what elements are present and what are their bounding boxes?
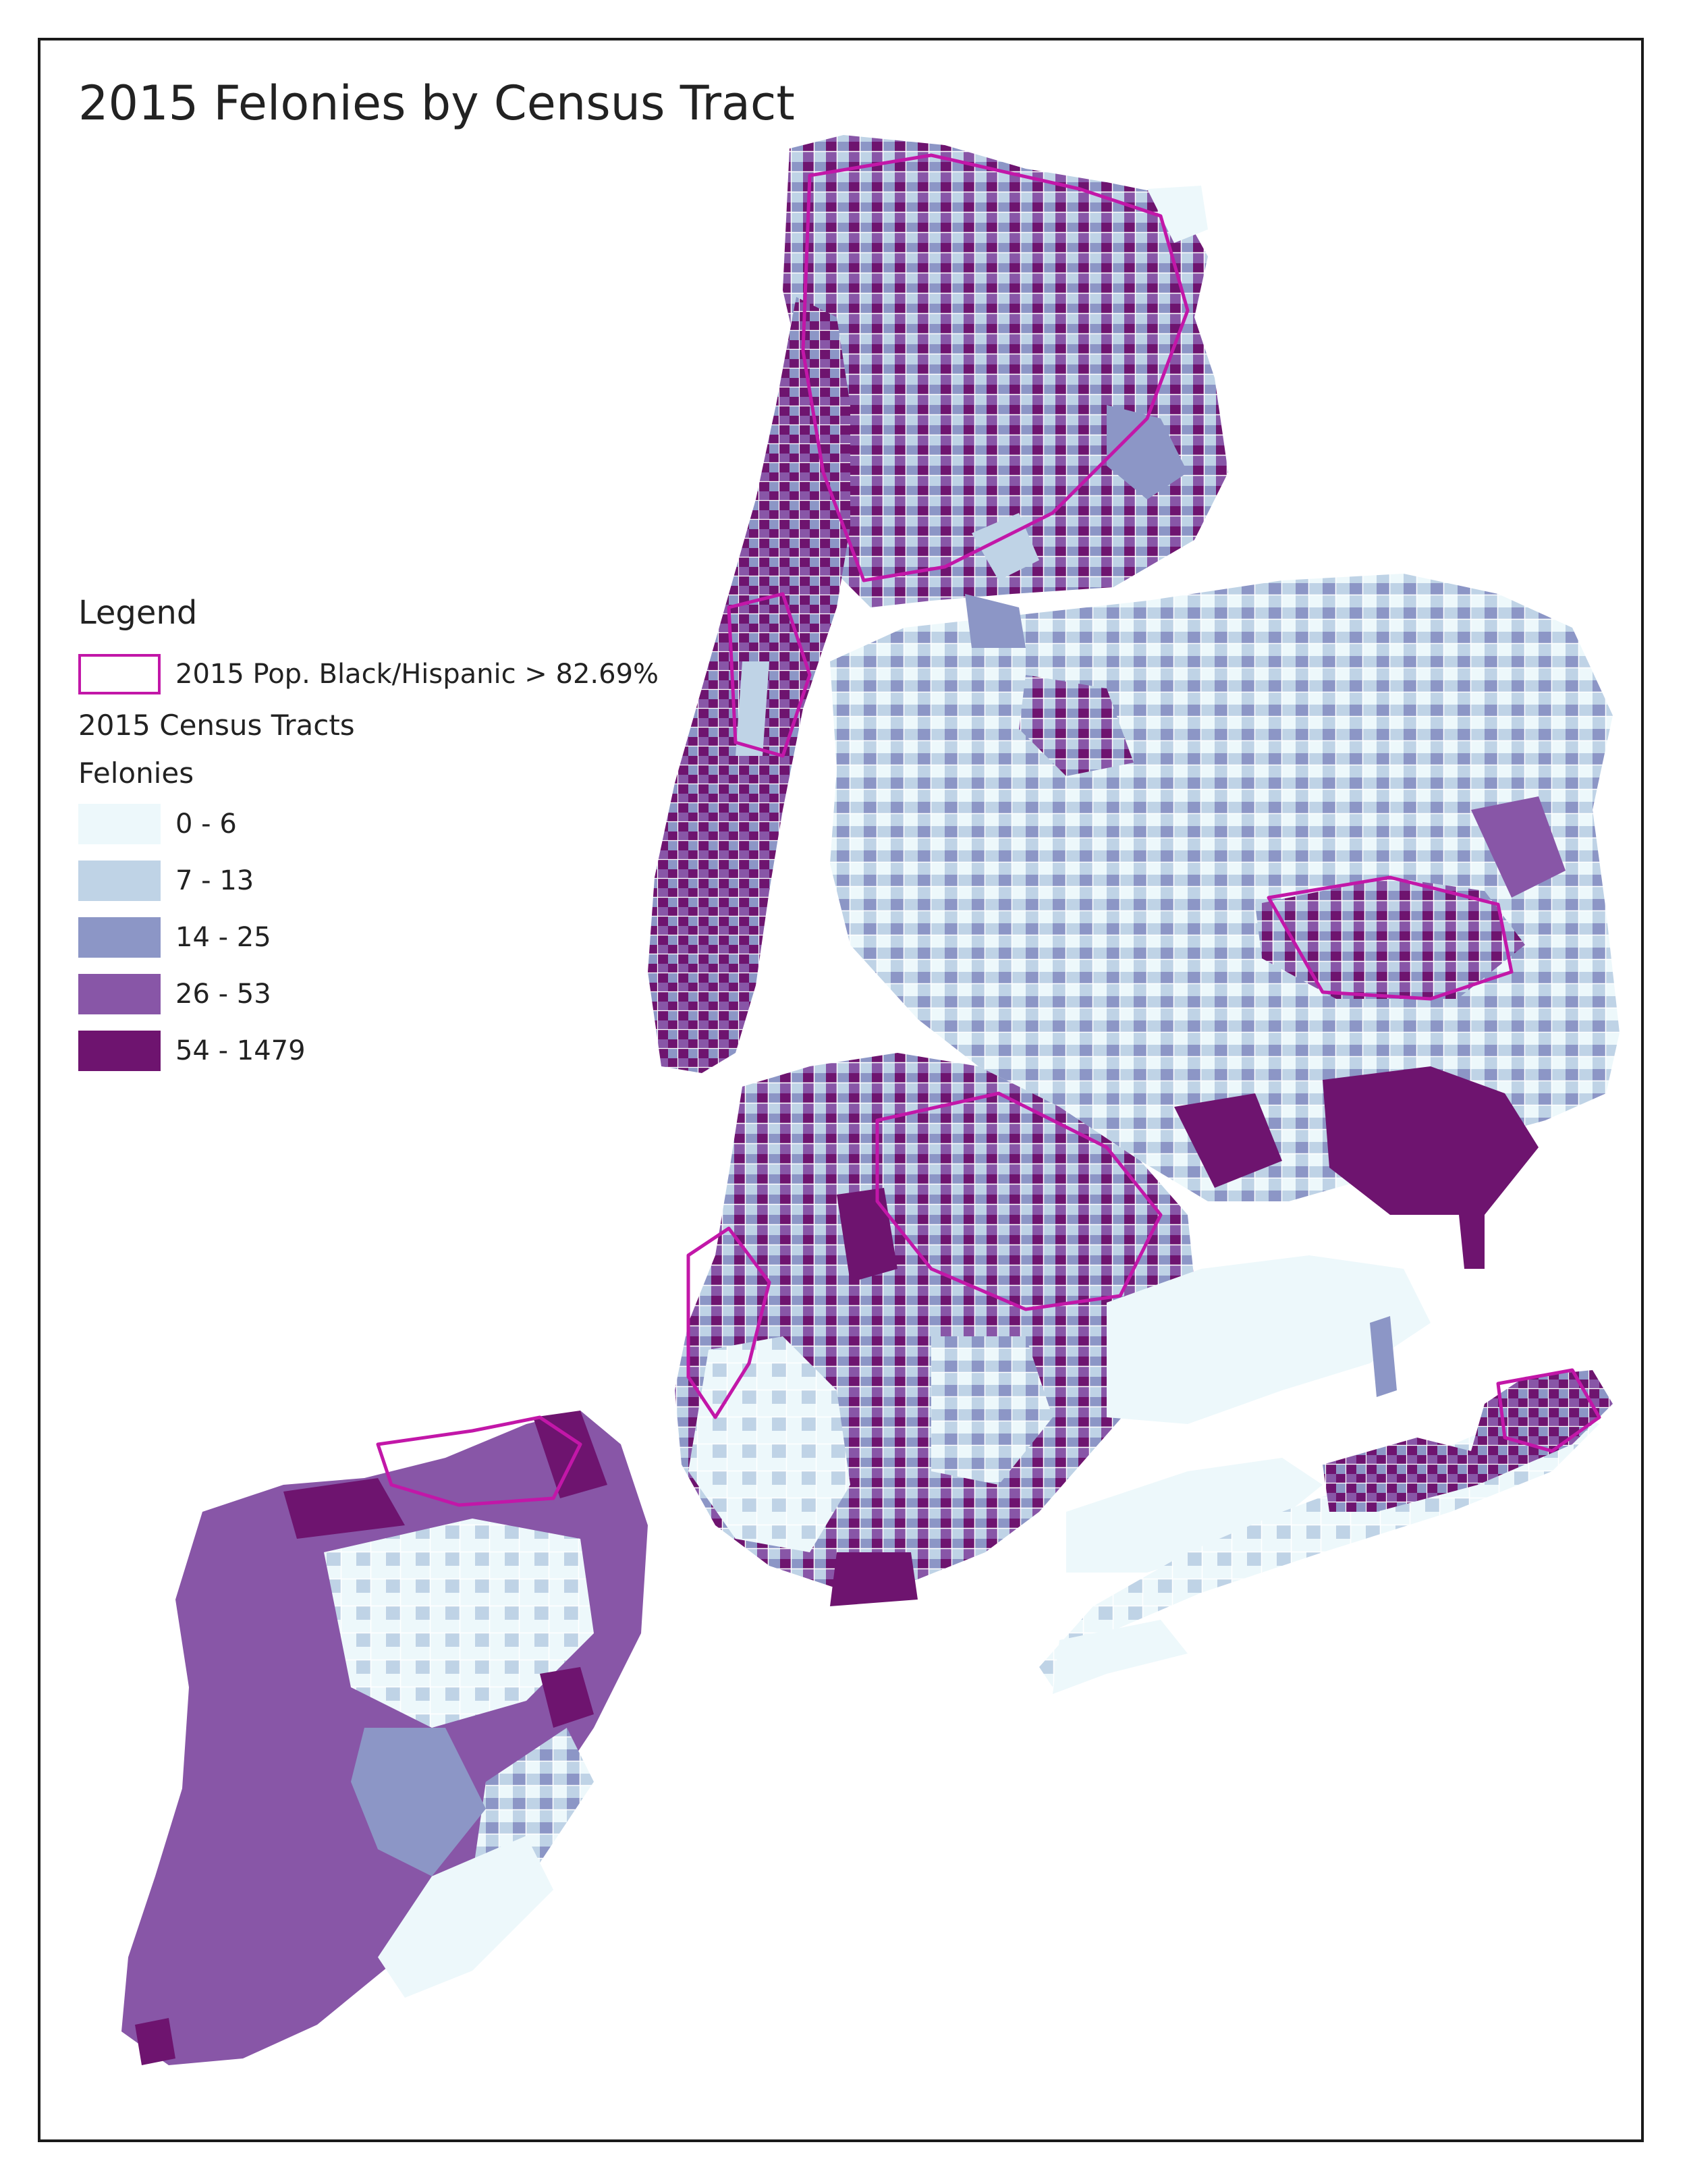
legend-class-entry: 26 - 53 [78,973,686,1015]
black-hispanic-overlay [376,153,1601,1507]
class-swatch [78,974,161,1014]
class-swatch [78,861,161,901]
rockaway-region[interactable] [1039,1370,1613,1694]
legend-heading: Legend [78,594,198,632]
class-label: 7 - 13 [175,865,254,896]
manhattan-region[interactable] [648,297,850,1073]
legend-class-entry: 14 - 25 [78,917,686,958]
class-swatch [78,917,161,958]
brooklyn-region[interactable] [675,1053,1194,1606]
overlay-swatch [78,654,161,694]
staten-island-region[interactable] [121,1411,648,2065]
legend-layer-name: 2015 Census Tracts [78,709,355,742]
class-label: 54 - 1479 [175,1035,306,1066]
class-swatch [78,804,161,844]
jamaica-bay-marsh [1066,1255,1431,1573]
class-label: 26 - 53 [175,979,271,1010]
queens-region[interactable] [830,574,1620,1269]
class-label: 0 - 6 [175,809,237,840]
legend-class-entry: 54 - 1479 [78,1030,686,1072]
legend-overlay-entry: 2015 Pop. Black/Hispanic > 82.69% [78,652,686,697]
map-title: 2015 Felonies by Census Tract [78,76,795,131]
bronx-region[interactable] [783,135,1228,607]
legend-field-name: Felonies [78,757,194,790]
overlay-label: 2015 Pop. Black/Hispanic > 82.69% [175,659,659,690]
class-swatch [78,1031,161,1071]
legend-class-entry: 7 - 13 [78,860,686,902]
legend-panel: Legend 2015 Pop. Black/Hispanic > 82.69%… [78,594,686,1087]
legend-class-entry: 0 - 6 [78,803,686,845]
class-label: 14 - 25 [175,922,271,953]
